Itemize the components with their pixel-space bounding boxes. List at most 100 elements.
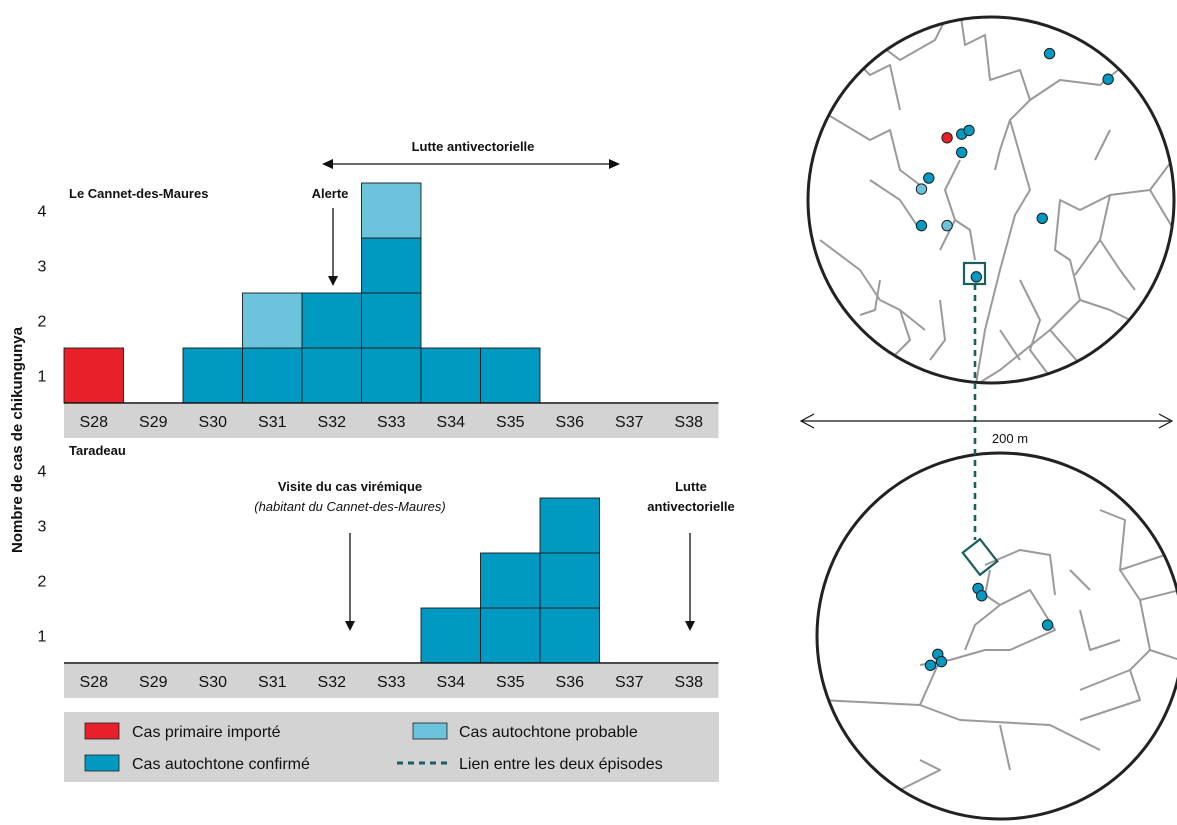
bar-segment xyxy=(420,347,481,404)
bar-segment xyxy=(539,497,600,554)
x-tick-label: S32 xyxy=(318,674,347,691)
x-tick-label: S38 xyxy=(675,414,704,431)
case-point xyxy=(924,659,937,671)
alerte-label: Alerte xyxy=(312,186,349,201)
case-point xyxy=(915,219,928,232)
x-tick-label: S34 xyxy=(437,414,466,431)
bar-segment xyxy=(420,607,481,664)
case-points-top xyxy=(915,47,1114,283)
road-network-bottom xyxy=(819,509,1177,811)
x-tick-label: S31 xyxy=(258,414,287,431)
bar-segment xyxy=(182,347,243,404)
map-border-bottom xyxy=(815,451,1177,821)
x-tick-label: S37 xyxy=(615,674,644,691)
legend-swatch-confirmed xyxy=(84,754,120,772)
x-tick-label: S30 xyxy=(199,414,228,431)
x-tick-label: S29 xyxy=(139,414,168,431)
y-tick-label: 4 xyxy=(38,204,47,221)
maps: 200 m xyxy=(799,15,1177,821)
y-tick-label: 1 xyxy=(38,369,47,386)
x-tick-label: S33 xyxy=(377,414,406,431)
visite-label: Visite du cas virémique xyxy=(278,479,422,494)
x-tick-label: S35 xyxy=(496,674,525,691)
y-ticks: 1 2 3 4 xyxy=(38,464,47,646)
road-network-top xyxy=(819,17,1174,383)
x-tick-label: S31 xyxy=(258,674,287,691)
scale-label-bg xyxy=(982,429,1042,447)
bar-segment xyxy=(242,292,303,349)
case-point xyxy=(956,146,968,159)
x-tick-label: S36 xyxy=(556,674,585,691)
x-tick-label: S28 xyxy=(80,414,109,431)
case-point xyxy=(970,271,983,283)
case-points-bottom xyxy=(924,582,1054,671)
x-tick-label: S32 xyxy=(318,414,347,431)
bars xyxy=(420,497,600,664)
linked-cases-box-bottom xyxy=(961,537,999,577)
y-tick-label: 3 xyxy=(38,259,47,276)
bar-segment xyxy=(480,347,541,404)
case-point xyxy=(976,590,988,602)
y-tick-label: 3 xyxy=(38,519,47,536)
bar-segment xyxy=(361,292,422,349)
x-tick-label: S33 xyxy=(377,674,406,691)
x-axis-band-bg xyxy=(64,664,719,698)
x-tick-label: S29 xyxy=(139,674,168,691)
lutte-arrowhead-right xyxy=(609,159,620,169)
scale-arrowhead-right xyxy=(1158,413,1174,429)
scale-label: 200 m xyxy=(992,431,1028,446)
legend-label: Cas autochtone probable xyxy=(459,724,638,741)
bar-segment xyxy=(480,552,541,609)
case-point xyxy=(963,124,975,137)
case-point xyxy=(915,183,928,195)
y-tick-label: 4 xyxy=(38,464,47,481)
annotations: Visite du cas virémique (habitant du Can… xyxy=(254,479,735,631)
legend-label: Cas autochtone confirmé xyxy=(132,756,310,773)
x-axis-band-bg xyxy=(64,404,719,438)
case-point xyxy=(1036,212,1048,225)
y-tick-label: 1 xyxy=(38,629,47,646)
bar-segment xyxy=(242,347,303,404)
legend: Cas primaire importé Cas autochtone prob… xyxy=(64,712,719,782)
case-point xyxy=(1102,73,1114,85)
map-border-top xyxy=(806,15,1176,385)
x-axis-band: S28 S29 S30 S31 S32 S33 S34 S35 S36 S37 S38 xyxy=(64,402,719,438)
x-tick-label: S34 xyxy=(437,674,466,691)
legend-background xyxy=(64,712,719,782)
x-tick-label: S28 xyxy=(80,674,109,691)
bar-segment xyxy=(63,347,124,404)
x-tick-label: S36 xyxy=(556,414,585,431)
legend-label: Lien entre les deux épisodes xyxy=(459,756,663,773)
alerte-arrowhead xyxy=(328,276,338,286)
x-axis-band: S28 S29 S30 S31 S32 S33 S34 S35 S36 S37 S38 xyxy=(64,662,719,698)
visite-arrowhead xyxy=(345,621,355,631)
case-point xyxy=(1043,47,1056,60)
y-tick-label: 2 xyxy=(38,574,47,591)
case-point xyxy=(941,219,953,232)
lutte2-label-line1: Lutte xyxy=(675,479,707,494)
panel-title: Le Cannet-des-Maures xyxy=(69,186,208,201)
bars xyxy=(63,182,541,404)
lutte2-label-line2: antivectorielle xyxy=(647,499,734,514)
scale-arrowhead-left xyxy=(799,413,815,429)
case-point xyxy=(941,132,953,144)
lutte2-arrowhead xyxy=(685,621,695,631)
y-ticks: 1 2 3 4 xyxy=(38,204,47,386)
y-axis-label: Nombre de cas de chikungunya xyxy=(9,326,26,553)
lutte-label: Lutte antivectorielle xyxy=(412,139,535,154)
legend-swatch-probable xyxy=(412,722,448,740)
case-point xyxy=(1041,619,1054,631)
chart-panel-cannet: Le Cannet-des-Maures 1 2 3 4 S28 S29 S30 S31 S3… xyxy=(38,139,719,438)
x-tick-label: S30 xyxy=(199,674,228,691)
map-top xyxy=(806,15,1176,385)
x-tick-label: S35 xyxy=(496,414,525,431)
lutte-arrowhead-left xyxy=(322,159,333,169)
case-point xyxy=(923,172,935,184)
case-point xyxy=(935,655,948,668)
panel-title: Taradeau xyxy=(69,443,126,458)
map-bottom xyxy=(815,451,1177,821)
legend-swatch-primary xyxy=(84,722,120,740)
bar-segment xyxy=(361,182,422,239)
x-tick-label: S37 xyxy=(615,414,644,431)
